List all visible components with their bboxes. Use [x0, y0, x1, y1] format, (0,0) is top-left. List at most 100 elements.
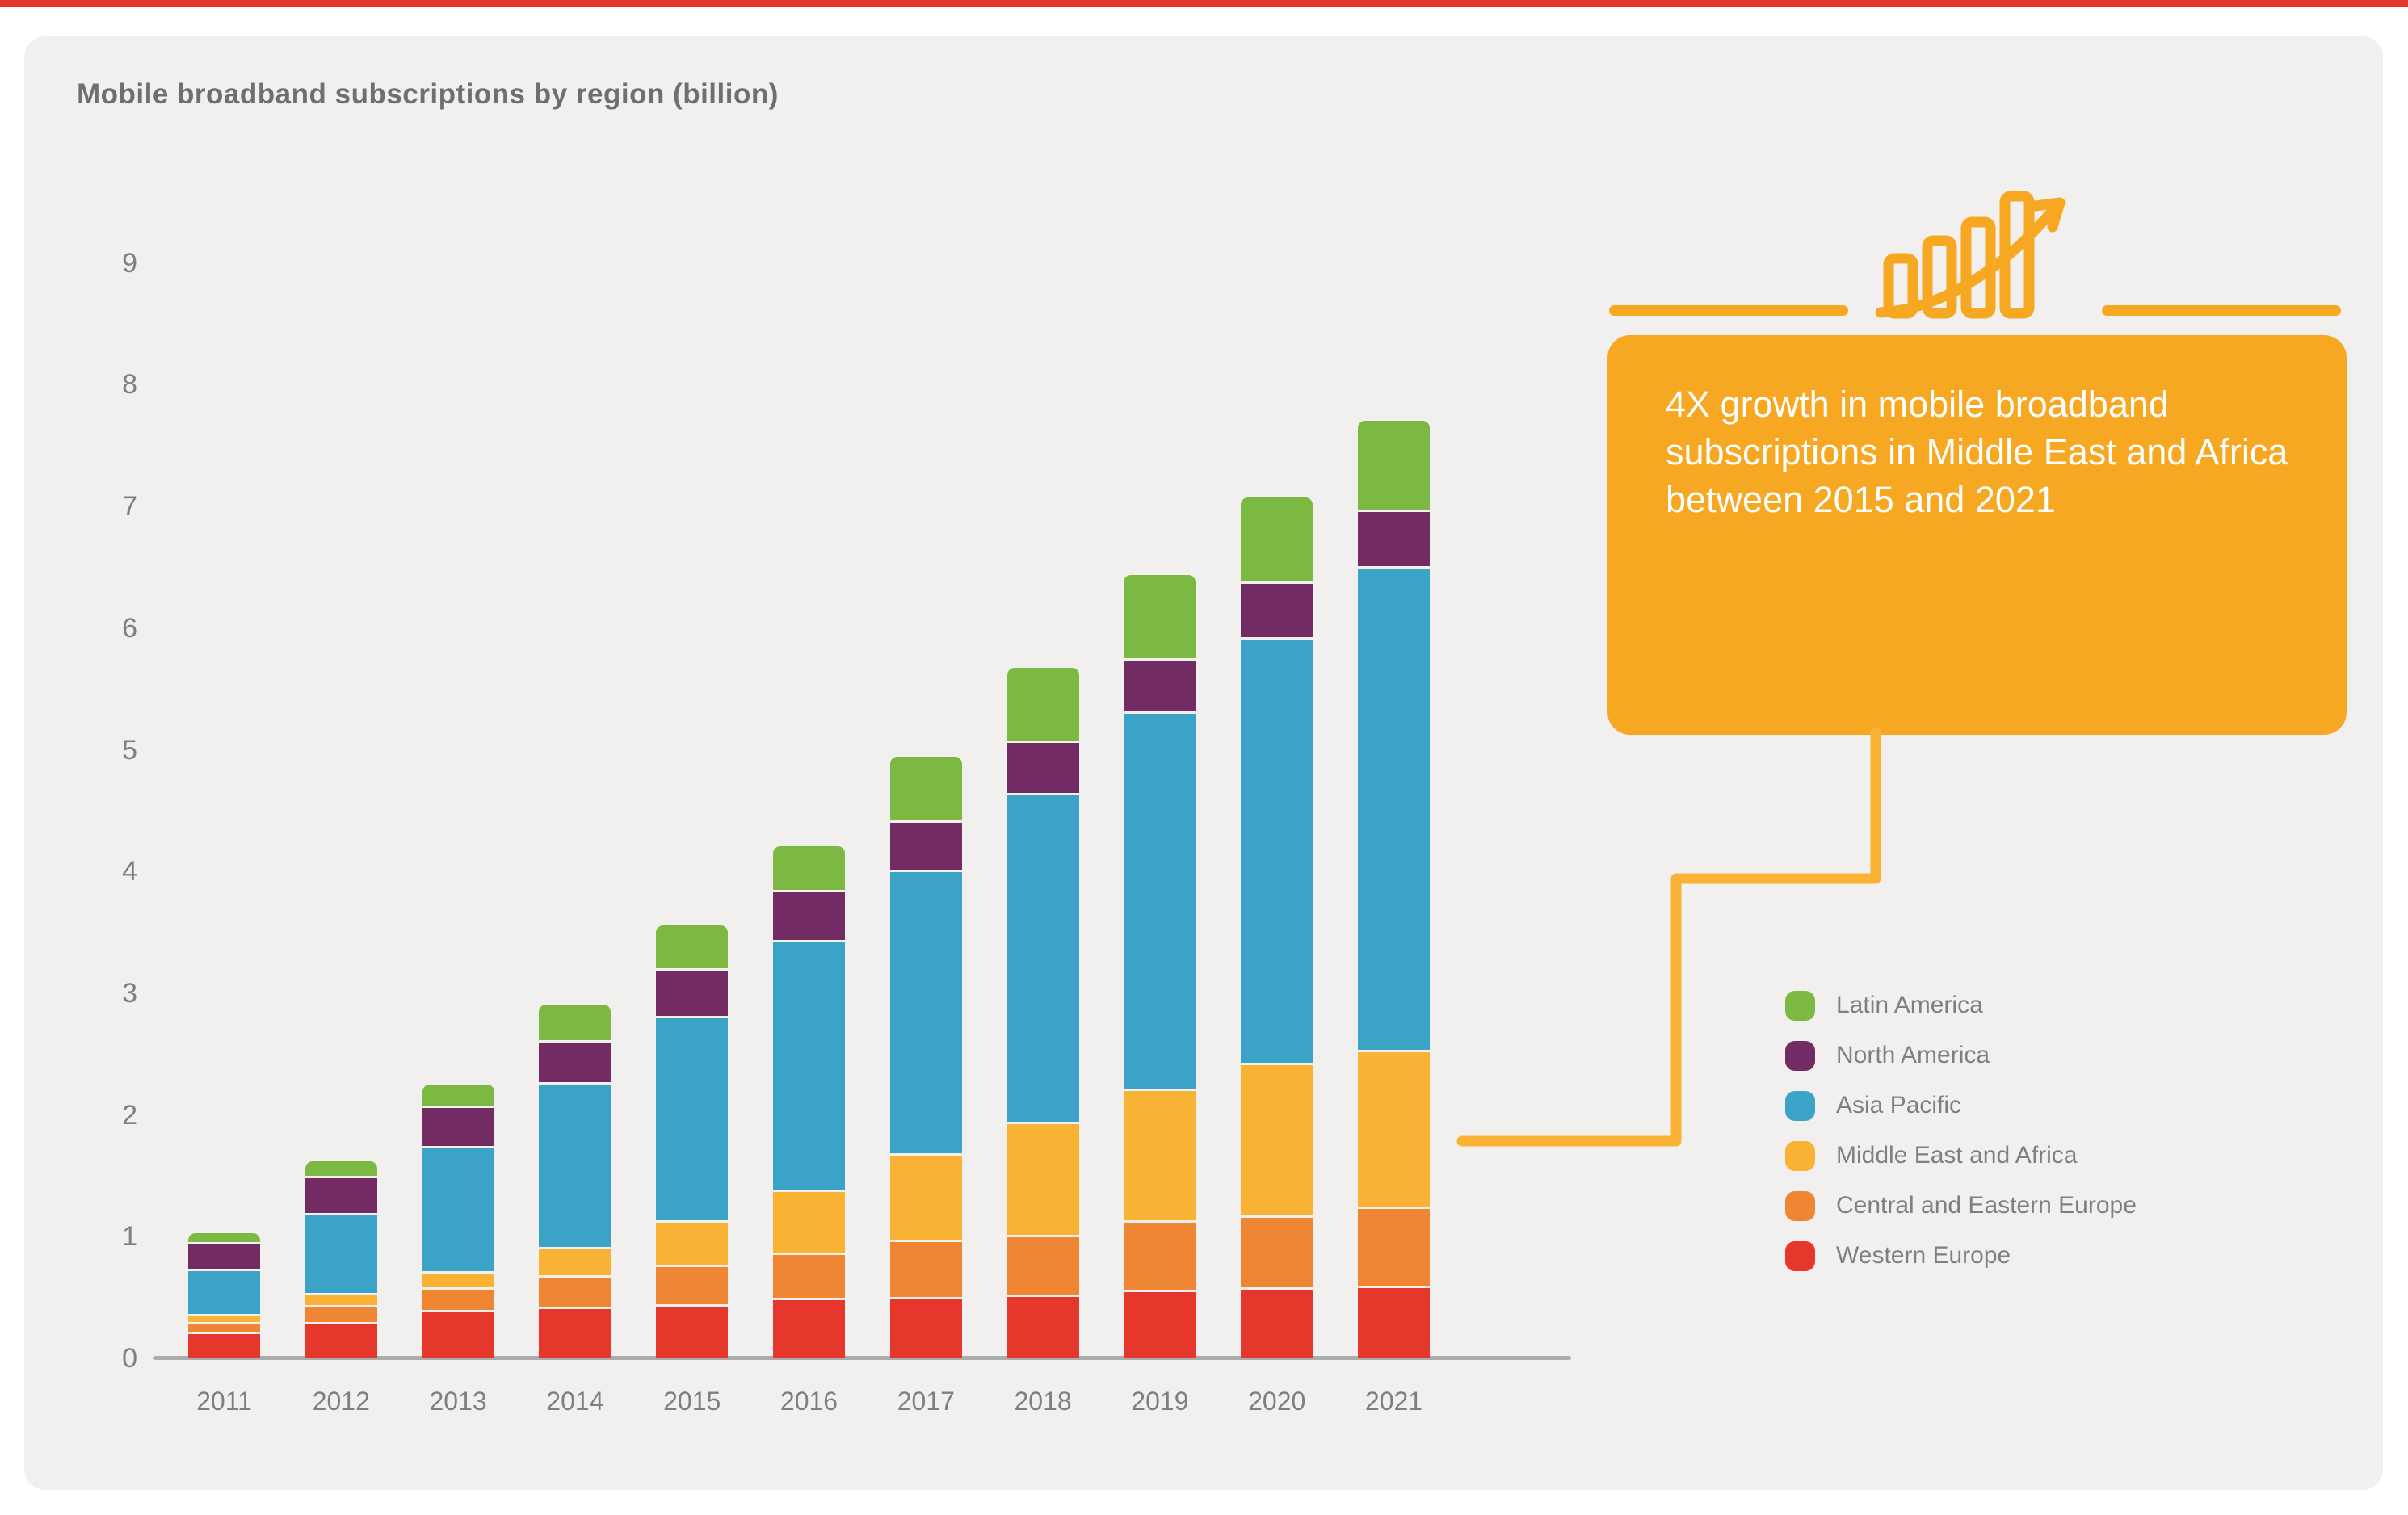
- callout-box: 4X growth in mobile broadband subscripti…: [1607, 335, 2347, 735]
- segment-middle-east-and-africa: [773, 1192, 845, 1253]
- legend-item-north-america: North America: [1785, 1030, 2137, 1081]
- chart-title: Mobile broadband subscriptions by region…: [77, 78, 779, 110]
- segment-middle-east-and-africa: [889, 1155, 962, 1240]
- legend-swatch: [1785, 1140, 1815, 1171]
- legend-label: Asia Pacific: [1836, 1092, 1962, 1118]
- segment-western-europe: [188, 1334, 260, 1358]
- segment-central-and-eastern-europe: [422, 1289, 494, 1311]
- legend-label: Latin America: [1836, 992, 1983, 1018]
- segment-latin-america: [656, 925, 729, 968]
- segment-north-america: [422, 1108, 494, 1146]
- y-tick-label: 2: [122, 1099, 137, 1131]
- segment-asia-pacific: [1124, 713, 1196, 1089]
- legend-swatch: [1785, 1240, 1815, 1271]
- segment-north-america: [305, 1178, 377, 1213]
- segment-north-america: [188, 1244, 260, 1269]
- segment-north-america: [539, 1042, 611, 1083]
- x-tick-label: 2012: [312, 1387, 370, 1416]
- segment-western-europe: [1241, 1289, 1313, 1358]
- segment-western-europe: [1124, 1291, 1196, 1358]
- segment-latin-america: [188, 1233, 260, 1242]
- segment-north-america: [1124, 660, 1196, 711]
- y-tick-label: 3: [122, 977, 137, 1009]
- legend-label: Central and Eastern Europe: [1836, 1192, 2137, 1219]
- segment-latin-america: [1358, 420, 1430, 510]
- legend-item-western-europe: Western Europe: [1785, 1231, 2137, 1281]
- bar-2011: [188, 1233, 260, 1358]
- segment-latin-america: [422, 1085, 494, 1106]
- bar-2012: [305, 1161, 377, 1358]
- segment-latin-america: [1124, 575, 1196, 658]
- segment-middle-east-and-africa: [1124, 1090, 1196, 1220]
- y-tick-label: 4: [122, 856, 137, 888]
- legend: Latin America North America Asia Pacific Mi…: [1785, 980, 2137, 1281]
- x-tick-label: 2017: [897, 1387, 955, 1416]
- y-tick-label: 9: [122, 247, 137, 279]
- y-tick-label: 0: [122, 1343, 137, 1374]
- segment-central-and-eastern-europe: [1006, 1236, 1079, 1295]
- segment-north-america: [889, 823, 962, 870]
- segment-middle-east-and-africa: [1006, 1123, 1079, 1235]
- segment-north-america: [1358, 511, 1430, 567]
- segment-north-america: [1006, 743, 1079, 793]
- bar-2014: [539, 1005, 611, 1358]
- x-tick-label: 2011: [196, 1387, 252, 1416]
- y-tick-label: 8: [122, 369, 137, 401]
- segment-latin-america: [539, 1005, 611, 1040]
- x-tick-label: 2018: [1014, 1387, 1072, 1416]
- legend-swatch: [1785, 1040, 1815, 1071]
- icon-flank-line-left: [1609, 305, 1848, 316]
- segment-middle-east-and-africa: [656, 1222, 729, 1265]
- segment-central-and-eastern-europe: [1241, 1217, 1313, 1287]
- segment-asia-pacific: [1358, 569, 1430, 1050]
- x-tick-label: 2015: [663, 1387, 721, 1416]
- x-tick-label: 2020: [1248, 1387, 1306, 1416]
- segment-asia-pacific: [539, 1085, 611, 1247]
- x-tick-label: 2016: [780, 1387, 838, 1416]
- y-tick-label: 1: [122, 1221, 137, 1253]
- legend-item-latin-america: Latin America: [1785, 980, 2137, 1030]
- x-tick-label: 2014: [546, 1387, 604, 1416]
- segment-western-europe: [305, 1324, 377, 1358]
- segment-asia-pacific: [1006, 795, 1079, 1122]
- segment-asia-pacific: [773, 942, 845, 1190]
- bar-2021: [1358, 420, 1430, 1358]
- legend-item-middle-east-and-africa: Middle East and Africa: [1785, 1131, 2137, 1181]
- segment-asia-pacific: [1241, 639, 1313, 1064]
- legend-swatch: [1785, 1090, 1815, 1121]
- bar-2015: [656, 925, 729, 1358]
- legend-swatch: [1785, 990, 1815, 1021]
- segment-middle-east-and-africa: [1358, 1051, 1430, 1207]
- segment-asia-pacific: [889, 871, 962, 1153]
- segment-asia-pacific: [188, 1271, 260, 1314]
- x-axis-line: [153, 1356, 1571, 1360]
- segment-asia-pacific: [656, 1018, 729, 1220]
- segment-middle-east-and-africa: [539, 1249, 611, 1275]
- segment-middle-east-and-africa: [422, 1274, 494, 1287]
- segment-north-america: [773, 892, 845, 941]
- segment-asia-pacific: [305, 1215, 377, 1294]
- segment-latin-america: [1006, 667, 1079, 741]
- x-tick-label: 2021: [1364, 1387, 1423, 1416]
- legend-item-central-and-eastern-europe: Central and Eastern Europe: [1785, 1181, 2137, 1231]
- legend-swatch: [1785, 1190, 1815, 1221]
- y-tick-label: 6: [122, 612, 137, 644]
- legend-label: Western Europe: [1836, 1242, 2011, 1269]
- bar-2016: [773, 846, 845, 1358]
- bar-2019: [1124, 575, 1196, 1358]
- bar-2018: [1006, 667, 1079, 1358]
- segment-latin-america: [1241, 497, 1313, 581]
- bar-2017: [889, 756, 962, 1358]
- segment-north-america: [656, 970, 729, 1016]
- segment-western-europe: [539, 1308, 611, 1358]
- segment-western-europe: [1006, 1296, 1079, 1358]
- segment-latin-america: [305, 1161, 377, 1177]
- segment-central-and-eastern-europe: [305, 1307, 377, 1323]
- legend-label: North America: [1836, 1042, 1990, 1068]
- top-accent-strip: [0, 0, 2408, 7]
- legend-item-asia-pacific: Asia Pacific: [1785, 1081, 2137, 1131]
- segment-central-and-eastern-europe: [1124, 1222, 1196, 1290]
- callout-text: 4X growth in mobile broadband subscripti…: [1666, 384, 2288, 520]
- segment-western-europe: [889, 1299, 962, 1358]
- segment-middle-east-and-africa: [188, 1316, 260, 1323]
